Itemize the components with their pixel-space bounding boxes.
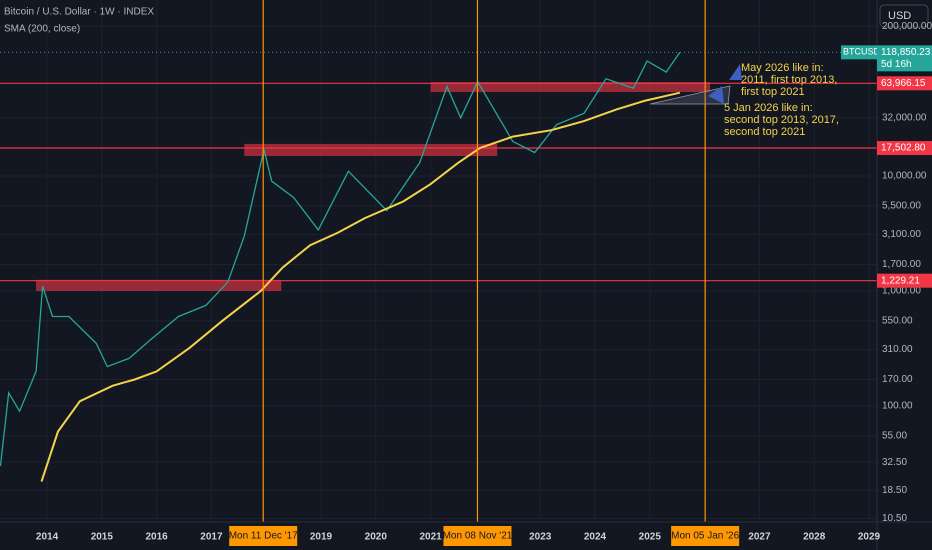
countdown-label: 5d 16h xyxy=(881,59,912,70)
price-zone xyxy=(244,143,498,157)
x-tick-label: 2023 xyxy=(529,532,552,543)
x-tick-label: 2027 xyxy=(748,532,771,543)
projection-wedge xyxy=(649,85,731,105)
series-line xyxy=(40,91,681,482)
date-label: Mon 08 Nov '21 xyxy=(443,531,513,542)
y-tick-label: 310.00 xyxy=(882,344,913,355)
plot-area xyxy=(0,0,877,522)
level-badge xyxy=(877,273,932,288)
annotation-text: 5 Jan 2026 like in: xyxy=(724,102,813,114)
x-tick-label: 2028 xyxy=(803,532,826,543)
last-price-badge xyxy=(877,45,932,72)
x-tick-label: 2019 xyxy=(310,532,333,543)
level-label: 63,966.15 xyxy=(881,78,926,89)
y-tick-label: 18.50 xyxy=(882,485,907,496)
date-badge xyxy=(671,526,740,546)
x-tick-label: 2016 xyxy=(145,532,168,543)
x-tick-label: 2020 xyxy=(365,532,388,543)
annotation-arrows xyxy=(649,64,742,105)
y-tick-label: 55.00 xyxy=(882,430,907,441)
y-tick-label: 550.00 xyxy=(882,315,913,326)
y-tick-label: 170.00 xyxy=(882,374,913,385)
price-zone xyxy=(36,279,282,291)
series-line xyxy=(0,51,681,467)
y-tick-label: 1,000.00 xyxy=(882,286,921,297)
x-tick-label: 2024 xyxy=(584,532,607,543)
annotation-text: second top 2013, 2017, xyxy=(724,114,839,126)
level-label: 1,229.21 xyxy=(881,275,920,286)
annotation-text: May 2026 like in: xyxy=(741,62,824,74)
y-tick-label: 1,700.00 xyxy=(882,259,921,270)
date-label: Mon 05 Jan '26 xyxy=(671,531,740,542)
annotation-text: second top 2021 xyxy=(724,126,805,138)
last-price-label: 118,850.23 xyxy=(881,47,931,58)
y-tick-label: 32,000.00 xyxy=(882,113,927,124)
arrow-head xyxy=(729,64,742,80)
annotation-text: first top 2021 xyxy=(741,86,805,98)
date-label: Mon 11 Dec '17 xyxy=(229,531,298,542)
level-badge xyxy=(877,141,932,156)
currency-button[interactable] xyxy=(879,4,929,28)
y-tick-label: 32.50 xyxy=(882,457,907,468)
x-tick-label: 2029 xyxy=(858,532,881,543)
annotation-text: 2011, first top 2013, xyxy=(741,74,837,86)
x-tick-label: 2014 xyxy=(36,532,59,543)
y-tick-label: 10.50 xyxy=(882,513,907,524)
y-tick-label: 10,000.00 xyxy=(882,171,927,182)
symbol-label: BTCUSD xyxy=(843,47,881,57)
level-label: 17,502.80 xyxy=(881,143,926,154)
x-tick-label: 2015 xyxy=(91,532,114,543)
currency-label[interactable]: USD xyxy=(888,10,911,22)
x-tick-label: 2017 xyxy=(200,532,223,543)
x-tick-label: 2021 xyxy=(419,532,442,543)
chart-title: Bitcoin / U.S. Dollar · 1W · INDEX xyxy=(4,7,154,18)
level-badge xyxy=(877,76,932,91)
y-tick-label: 100.00 xyxy=(882,401,913,412)
x-tick-label: 2025 xyxy=(639,532,662,543)
arrow-head xyxy=(708,86,724,104)
indicator-legend: SMA (200, close) xyxy=(4,24,80,35)
date-badge xyxy=(443,526,512,546)
y-tick-label: 5,500.00 xyxy=(882,200,921,211)
y-tick-label: 200,000.00 xyxy=(882,21,932,32)
price-zone xyxy=(430,82,711,93)
symbol-badge xyxy=(841,45,877,60)
date-badge xyxy=(229,526,298,546)
y-tick-label: 3,100.00 xyxy=(882,229,921,240)
